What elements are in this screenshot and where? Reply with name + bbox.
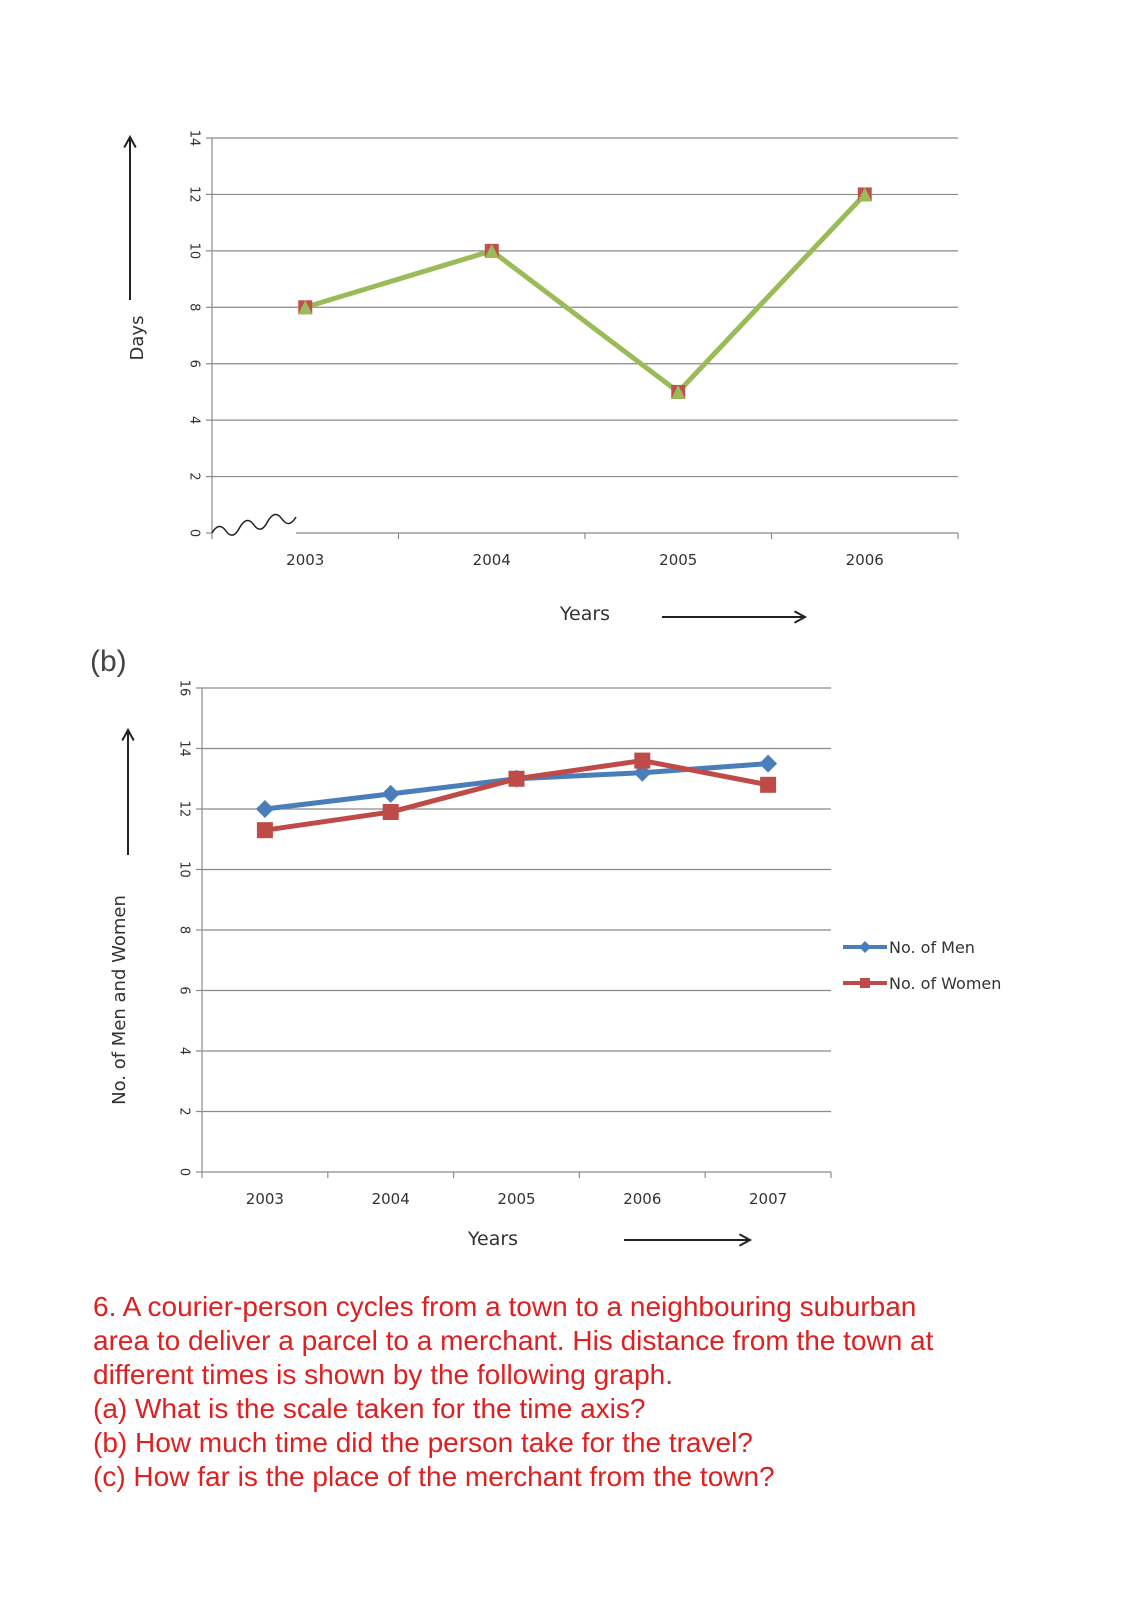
- x-axis-title: Years: [559, 603, 610, 625]
- y-tick-label: 2: [187, 472, 202, 480]
- y-tick-label: 4: [187, 416, 202, 424]
- y-tick-label: 6: [187, 360, 202, 368]
- data-point-triangle: [484, 243, 499, 258]
- y-tick-label: 2: [177, 1107, 192, 1115]
- x-tick-label: 2004: [473, 551, 511, 569]
- y-tick-label: 6: [177, 986, 192, 994]
- y-tick-label: 12: [187, 186, 202, 203]
- legend-label: No. of Women: [889, 974, 1001, 993]
- x-axis-title: Years: [467, 1228, 518, 1250]
- data-point-square: [508, 770, 525, 787]
- y-tick-label: 14: [177, 740, 192, 757]
- y-tick-label: 4: [177, 1047, 192, 1055]
- y-tick-label: 8: [177, 926, 192, 934]
- series-line: [304, 192, 867, 395]
- question-part-b: (b) How much time did the person take fo…: [93, 1427, 753, 1458]
- part-label: (b): [90, 645, 127, 678]
- axis-break-squiggle: [211, 513, 297, 536]
- y-tick-label: 0: [177, 1168, 192, 1176]
- x-tick-label: 2005: [659, 551, 697, 569]
- y-tick-label: 10: [177, 861, 192, 878]
- x-tick-label: 2003: [286, 551, 324, 569]
- data-point-square: [382, 804, 399, 821]
- chart-days-per-year: 0 2 4 6 8 10 12 14 2003 2004 2005 2006 Years Days: [123, 130, 959, 625]
- question-line: area to deliver a parcel to a merchant. …: [93, 1325, 934, 1356]
- x-tick-label: 2006: [846, 551, 884, 569]
- x-tick-label: 2006: [623, 1190, 661, 1208]
- data-point-square: [634, 752, 651, 769]
- data-point-diamond: [381, 784, 400, 803]
- chart-men-and-women: 0 2 4 6 8 10 12 14 16 2003 2004 2005 2006 2007 Years No…: [109, 680, 1001, 1250]
- y-axis-title: Days: [127, 316, 148, 361]
- question-part-a: (a) What is the scale taken for the time…: [93, 1393, 646, 1424]
- data-point-diamond: [255, 800, 274, 818]
- legend-label: No. of Men: [889, 938, 975, 957]
- x-axis-arrow-head: [738, 1233, 753, 1247]
- y-tick-label: 14: [187, 130, 202, 147]
- y-tick-label: 12: [177, 801, 192, 818]
- y-tick-label: 0: [187, 529, 202, 537]
- question-line: 6. A courier-person cycles from a town t…: [93, 1291, 917, 1322]
- y-tick-label: 8: [187, 303, 202, 311]
- question-part-c: (c) How far is the place of the merchant…: [93, 1461, 775, 1492]
- x-tick-label: 2007: [749, 1190, 787, 1208]
- legend-marker: [860, 978, 870, 988]
- y-axis-arrow-head: [121, 727, 135, 742]
- data-point-square: [256, 822, 273, 839]
- data-point-triangle: [298, 300, 313, 315]
- data-point-diamond: [759, 754, 778, 773]
- x-tick-label: 2005: [497, 1190, 535, 1208]
- legend-marker: [859, 941, 871, 953]
- y-axis-arrow-head: [123, 134, 137, 149]
- x-axis-arrow-head: [793, 610, 808, 624]
- y-tick-label: 16: [177, 680, 192, 697]
- y-axis-title: No. of Men and Women: [109, 895, 130, 1105]
- question-text: 6. A courier-person cycles from a town t…: [93, 1290, 1053, 1494]
- question-line: different times is shown by the followin…: [93, 1359, 674, 1390]
- data-point-triangle: [671, 384, 686, 399]
- data-point-triangle: [857, 187, 872, 202]
- x-tick-label: 2003: [246, 1190, 284, 1208]
- y-tick-label: 10: [187, 243, 202, 260]
- charts-canvas: 0 2 4 6 8 10 12 14 2003 2004 2005 2006 Years Days 0 2 4…: [109, 130, 1001, 1250]
- data-point-square: [760, 776, 777, 793]
- x-tick-label: 2004: [372, 1190, 410, 1208]
